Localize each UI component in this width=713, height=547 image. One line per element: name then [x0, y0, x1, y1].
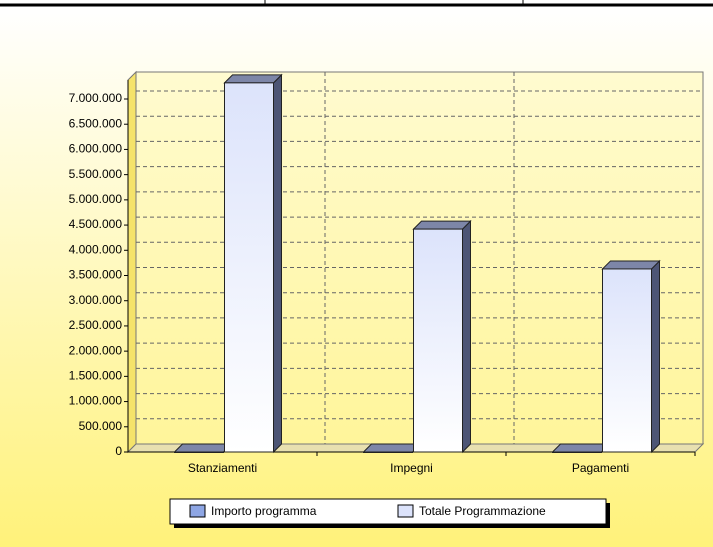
bar	[174, 451, 224, 453]
bar-top	[173, 443, 233, 453]
y-tick-label: 500.000	[79, 419, 123, 433]
bar-side	[462, 219, 471, 454]
legend-label: Totale Programmazione	[419, 504, 546, 518]
y-tick-label: 0	[115, 444, 122, 458]
y-tick-label: 4.000.000	[69, 242, 123, 256]
bar	[413, 228, 463, 453]
bar-side	[651, 259, 660, 454]
y-tick-label: 5.500.000	[69, 167, 123, 181]
side-wall	[127, 70, 137, 454]
y-tick-label: 6.500.000	[69, 116, 123, 130]
bar-top	[551, 443, 611, 453]
bar-side	[273, 73, 282, 454]
y-tick-label: 2.500.000	[69, 318, 123, 332]
bar	[363, 451, 413, 453]
legend	[169, 498, 607, 525]
y-tick-label: 6.000.000	[69, 142, 123, 156]
bar-top	[362, 443, 422, 453]
y-tick-label: 7.000.000	[69, 91, 123, 105]
legend-label: Importo programma	[211, 504, 317, 518]
x-tick-label: Impegni	[390, 461, 433, 475]
bar	[552, 451, 602, 453]
bar-top	[223, 74, 283, 84]
y-tick-label: 3.500.000	[69, 268, 123, 282]
bar	[224, 82, 274, 453]
y-tick-label: 1.500.000	[69, 369, 123, 383]
bar-top	[601, 260, 661, 270]
legend-swatch	[189, 504, 206, 518]
y-tick-label: 5.000.000	[69, 192, 123, 206]
y-tick-label: 1.000.000	[69, 394, 123, 408]
x-tick-label: Pagamenti	[572, 461, 629, 475]
y-tick-label: 4.500.000	[69, 217, 123, 231]
legend-swatch	[397, 504, 414, 518]
bar-top	[412, 220, 472, 230]
y-tick-label: 3.000.000	[69, 293, 123, 307]
x-tick-label: Stanziamenti	[188, 461, 257, 475]
bar	[602, 268, 652, 453]
y-tick-label: 2.000.000	[69, 343, 123, 357]
